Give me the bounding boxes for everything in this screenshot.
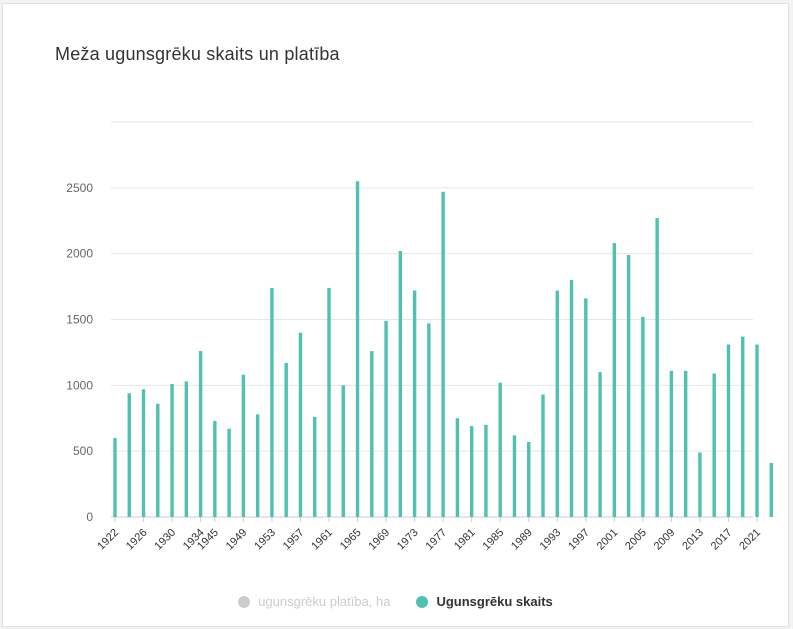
x-tick-label: 1961 [309,527,335,553]
x-tick-label: 1965 [338,527,364,553]
x-tick-label: 2021 [737,527,763,553]
bar [113,438,117,517]
bar [598,372,602,517]
bar [541,394,545,517]
chart-title: Meža ugunsgrēku skaits un platība [55,44,340,64]
legend-item-fire-area[interactable]: ugunsgrēku platība, ha [238,594,390,609]
bar [527,441,531,517]
y-tick-label: 1500 [66,313,93,327]
bar [170,384,174,517]
x-tick-label: 1997 [566,527,592,553]
bar [127,393,131,517]
bar [156,403,160,517]
chart-legend: ugunsgrēku platība, ha Ugunsgrēku skaits [3,594,788,609]
bar [641,316,645,517]
bar [484,424,488,517]
bar [384,320,388,517]
bar [698,452,702,517]
x-tick-label: 1977 [423,527,449,553]
bar [669,370,674,517]
bar [284,362,288,517]
x-tick-label: 1949 [224,527,250,553]
y-tick-label: 0 [86,510,93,524]
x-tick-label: 2009 [652,527,678,553]
bar [412,290,417,517]
bar [755,344,759,517]
x-tick-label: 1973 [395,527,421,553]
y-tick-label: 2500 [66,181,93,195]
bar [569,280,574,517]
x-tick-label: 2005 [623,527,649,553]
bar [726,344,731,517]
bar [741,336,745,517]
bar [198,351,203,517]
legend-item-fire-count[interactable]: Ugunsgrēku skaits [416,594,553,609]
bar [626,254,631,517]
bar [427,323,431,517]
bar [241,374,246,517]
bar [141,389,146,517]
bar [370,351,374,517]
x-tick-label: 1957 [281,527,307,553]
x-tick-label: 1926 [124,527,150,553]
bar [184,381,189,517]
x-tick-label: 1985 [481,527,507,553]
bar [712,373,716,517]
x-tick-label: 1922 [95,527,121,553]
bar [227,428,231,517]
bar [455,418,460,517]
legend-dot-fire-area [238,595,251,608]
bar [398,251,403,518]
bar [512,435,517,517]
bar [655,218,659,517]
bar [555,290,559,517]
legend-dot-fire-count [416,595,429,608]
x-tick-label: 1969 [366,527,392,553]
x-tick-label: 1993 [538,527,564,553]
bar [298,332,303,517]
bar [612,243,617,517]
x-tick-label: 1930 [152,527,178,553]
y-tick-label: 1000 [66,378,93,392]
chart-card: Meža ugunsgrēku skaits un platība 0 500 10… [2,3,789,627]
bar [498,382,502,517]
bar [584,298,588,517]
bar [213,420,217,517]
legend-label-fire-count: Ugunsgrēku skaits [436,594,553,609]
x-tick-label: 2017 [709,527,735,553]
x-tick-label: 1953 [252,527,278,553]
legend-label-fire-area: ugunsgrēku platība, ha [258,594,391,609]
bar [313,416,317,517]
x-tick-label: 1981 [452,527,478,553]
x-tick-label: 2013 [680,527,706,553]
bar [355,181,360,517]
y-tick-label: 2000 [66,247,93,261]
bar [683,370,688,517]
bar [255,414,260,517]
x-tick-label: 1989 [509,527,535,553]
bar [341,385,345,517]
bar [441,191,445,518]
bar [327,287,331,517]
bar [270,287,274,517]
bar [469,426,474,517]
bar [769,463,773,517]
y-tick-label: 500 [73,444,93,458]
x-tick-label: 2001 [595,527,621,553]
